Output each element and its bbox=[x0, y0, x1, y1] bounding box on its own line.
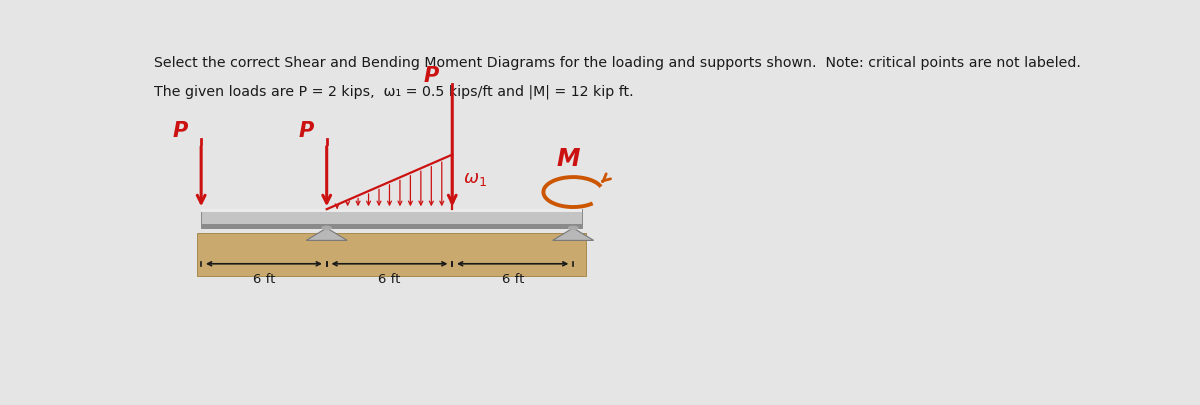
Text: P: P bbox=[173, 121, 188, 141]
Text: Select the correct Shear and Bending Moment Diagrams for the loading and support: Select the correct Shear and Bending Mom… bbox=[154, 56, 1080, 70]
Text: P: P bbox=[424, 66, 439, 86]
Bar bbox=[202, 209, 582, 228]
Bar bbox=[202, 209, 582, 212]
Bar bbox=[198, 232, 586, 276]
Text: 6 ft: 6 ft bbox=[378, 273, 401, 286]
Circle shape bbox=[322, 226, 331, 230]
Polygon shape bbox=[553, 228, 594, 241]
Text: The given loads are P = 2 kips,  ω₁ = 0.5 kips/ft and |M| = 12 kip ft.: The given loads are P = 2 kips, ω₁ = 0.5… bbox=[154, 85, 634, 99]
Text: 6 ft: 6 ft bbox=[502, 273, 524, 286]
Bar bbox=[202, 224, 582, 228]
Text: P: P bbox=[299, 121, 313, 141]
Polygon shape bbox=[306, 228, 347, 241]
Text: $\omega_1$: $\omega_1$ bbox=[463, 170, 487, 188]
Text: M: M bbox=[557, 147, 581, 171]
Circle shape bbox=[569, 226, 578, 230]
Text: 6 ft: 6 ft bbox=[253, 273, 275, 286]
